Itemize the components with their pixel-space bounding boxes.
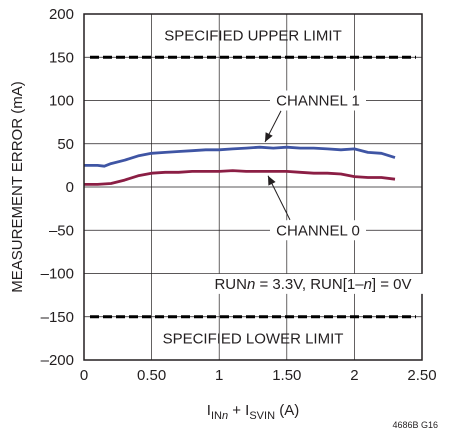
channel0-label-background bbox=[270, 220, 366, 241]
series-lines bbox=[84, 145, 396, 186]
upper-limit-label: SPECIFIED UPPER LIMIT bbox=[164, 28, 342, 45]
channel0-label: CHANNEL 0 bbox=[276, 222, 360, 239]
y-tick-label: 150 bbox=[49, 49, 74, 66]
x-tick-label: 1 bbox=[215, 367, 223, 384]
channel1-label-background bbox=[270, 90, 366, 111]
limit-lines bbox=[90, 55, 416, 319]
lower-limit-label: SPECIFIED LOWER LIMIT bbox=[163, 330, 344, 347]
condition-label-background bbox=[190, 273, 436, 294]
plot-frame bbox=[83, 13, 423, 361]
y-tick-label: –200 bbox=[41, 352, 74, 369]
x-tick-label: 2 bbox=[350, 367, 358, 384]
y-axis-label: MEASUREMENT ERROR (mA) bbox=[9, 81, 26, 292]
y-tick-label: –50 bbox=[49, 222, 74, 239]
x-tick-label: 0 bbox=[80, 367, 88, 384]
channel1-arrowhead bbox=[265, 132, 273, 143]
y-tick-label: –100 bbox=[41, 266, 74, 283]
y-tick-label: 50 bbox=[57, 136, 74, 153]
channel1-label: CHANNEL 1 bbox=[276, 93, 360, 110]
grid-lines bbox=[84, 14, 422, 360]
x-tick-label: 2.50 bbox=[407, 367, 436, 384]
x-tick-label: 0.50 bbox=[137, 367, 166, 384]
y-tick-labels: 200 150 100 50 0 –50 –100 –150 –200 bbox=[41, 6, 74, 369]
y-tick-label: 200 bbox=[49, 6, 74, 23]
y-tick-label: –150 bbox=[41, 309, 74, 326]
y-tick-label: 0 bbox=[66, 179, 74, 196]
series-line bbox=[84, 169, 396, 186]
condition-label: RUNn = 3.3V, RUN[1–n] = 0V bbox=[214, 276, 411, 293]
channel0-arrowhead bbox=[268, 175, 276, 186]
series-line bbox=[84, 145, 396, 168]
y-tick-label: 100 bbox=[49, 93, 74, 110]
x-tick-labels: 0 0.50 1 1.50 2 2.50 bbox=[80, 367, 437, 384]
x-tick-label: 1.50 bbox=[272, 367, 301, 384]
x-axis-label: IINn + ISVIN (A) bbox=[207, 402, 299, 422]
figure-id: 4686B G16 bbox=[392, 420, 438, 430]
